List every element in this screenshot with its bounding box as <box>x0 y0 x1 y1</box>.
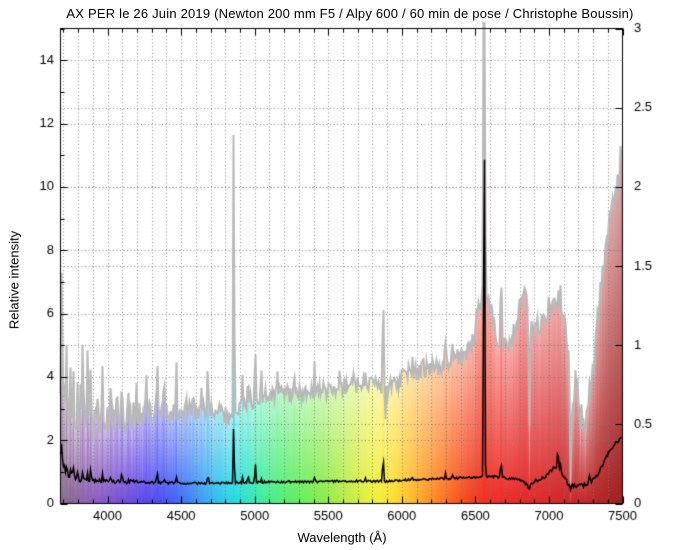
x-axis-label: Wavelength (Å) <box>297 530 387 545</box>
chart-title: AX PER le 26 Juin 2019 (Newton 200 mm F5… <box>66 6 634 21</box>
y-axis-label: Relative intensity <box>6 230 22 330</box>
